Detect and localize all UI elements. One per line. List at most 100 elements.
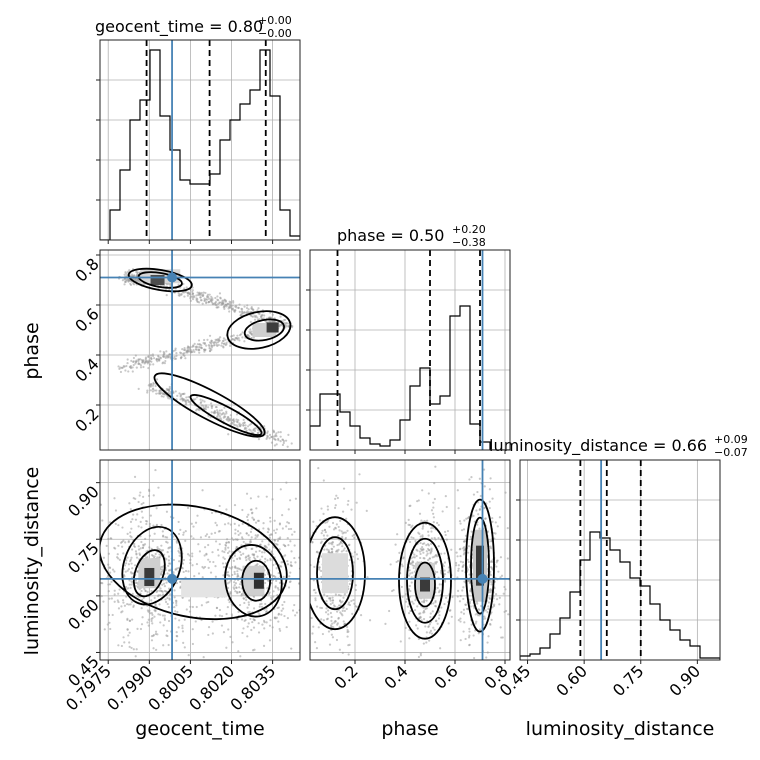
sample-point bbox=[127, 540, 130, 543]
sample-point bbox=[468, 644, 471, 647]
sample-point bbox=[188, 293, 192, 296]
sample-point bbox=[125, 559, 128, 562]
sample-point bbox=[135, 648, 138, 651]
sample-point bbox=[101, 582, 104, 585]
sample-point bbox=[275, 616, 278, 619]
sample-point bbox=[221, 339, 224, 343]
sample-point bbox=[141, 361, 145, 364]
sample-point bbox=[108, 566, 112, 569]
sample-point bbox=[174, 617, 177, 620]
sample-point bbox=[456, 595, 459, 598]
sample-point bbox=[263, 544, 266, 547]
sample-point bbox=[214, 411, 217, 414]
sample-point bbox=[261, 623, 264, 626]
sample-point bbox=[155, 648, 158, 651]
sample-point bbox=[486, 610, 489, 614]
sample-point bbox=[331, 601, 334, 604]
sample-point bbox=[266, 530, 270, 534]
sample-point bbox=[155, 392, 158, 395]
sample-point bbox=[421, 535, 424, 539]
sample-point bbox=[110, 597, 113, 600]
sample-point bbox=[107, 590, 110, 593]
sample-point bbox=[167, 606, 170, 609]
sample-point bbox=[336, 543, 339, 547]
sample-point bbox=[141, 546, 145, 549]
sample-point bbox=[233, 554, 237, 557]
sample-point bbox=[224, 544, 228, 547]
sample-point bbox=[470, 623, 473, 626]
sample-point bbox=[237, 669, 239, 671]
sample-point bbox=[149, 385, 152, 388]
sample-point bbox=[165, 634, 168, 637]
sample-point bbox=[445, 505, 448, 509]
sample-point bbox=[254, 521, 258, 524]
sample-point bbox=[339, 594, 342, 597]
sample-point bbox=[418, 612, 421, 615]
sample-point bbox=[257, 437, 261, 441]
sample-point bbox=[498, 596, 501, 599]
sample-point bbox=[186, 291, 189, 295]
sample-point bbox=[265, 437, 268, 440]
sample-point bbox=[128, 579, 131, 582]
sample-point bbox=[325, 607, 328, 610]
sample-point bbox=[443, 569, 446, 572]
sample-point bbox=[152, 381, 155, 385]
sample-point bbox=[476, 501, 480, 504]
sample-point bbox=[447, 571, 450, 574]
sample-point bbox=[326, 519, 330, 522]
sample-point bbox=[232, 586, 235, 589]
sample-point bbox=[182, 352, 185, 355]
sample-point bbox=[113, 593, 116, 596]
sample-point bbox=[241, 508, 244, 512]
sample-point bbox=[320, 575, 323, 578]
sample-point bbox=[408, 584, 411, 588]
sample-point bbox=[226, 551, 230, 555]
sample-point bbox=[133, 542, 136, 546]
sample-point bbox=[134, 655, 137, 658]
sample-point bbox=[161, 568, 164, 571]
truth-marker bbox=[167, 272, 178, 283]
sample-point bbox=[394, 543, 397, 546]
sample-point bbox=[354, 605, 357, 608]
sample-point bbox=[229, 305, 232, 308]
sample-point bbox=[414, 599, 417, 602]
sample-point bbox=[438, 614, 441, 617]
sample-point bbox=[324, 530, 327, 534]
sample-point bbox=[191, 564, 194, 567]
sample-point bbox=[161, 593, 165, 596]
sample-point bbox=[197, 348, 200, 351]
sample-point bbox=[271, 320, 274, 323]
sample-point bbox=[126, 618, 129, 621]
sample-point bbox=[290, 442, 293, 445]
sample-point bbox=[323, 593, 326, 596]
sample-point bbox=[198, 409, 201, 412]
histogram-phase bbox=[310, 305, 510, 450]
sample-point bbox=[114, 509, 118, 512]
sample-point bbox=[144, 589, 147, 592]
sample-point bbox=[489, 545, 492, 548]
sample-point bbox=[253, 314, 256, 317]
sample-point bbox=[455, 564, 458, 567]
sample-point bbox=[244, 542, 247, 545]
sample-point bbox=[249, 320, 252, 324]
sample-point bbox=[106, 623, 109, 626]
sample-point bbox=[128, 619, 131, 622]
sample-point bbox=[334, 550, 338, 553]
sample-point bbox=[245, 558, 248, 562]
sample-point bbox=[246, 304, 249, 307]
sample-point bbox=[198, 351, 201, 354]
sample-point bbox=[249, 538, 252, 542]
sample-point bbox=[158, 589, 161, 592]
sample-point bbox=[281, 438, 285, 441]
sample-point bbox=[152, 363, 155, 366]
sample-point bbox=[129, 282, 132, 285]
sample-point bbox=[210, 346, 214, 349]
sample-point bbox=[220, 344, 223, 347]
sample-point bbox=[346, 635, 349, 638]
sample-point bbox=[323, 548, 326, 551]
sample-point bbox=[218, 415, 221, 418]
sample-point bbox=[136, 627, 139, 630]
sample-point bbox=[290, 647, 293, 650]
density-cell bbox=[266, 322, 279, 333]
sample-point bbox=[345, 550, 348, 553]
